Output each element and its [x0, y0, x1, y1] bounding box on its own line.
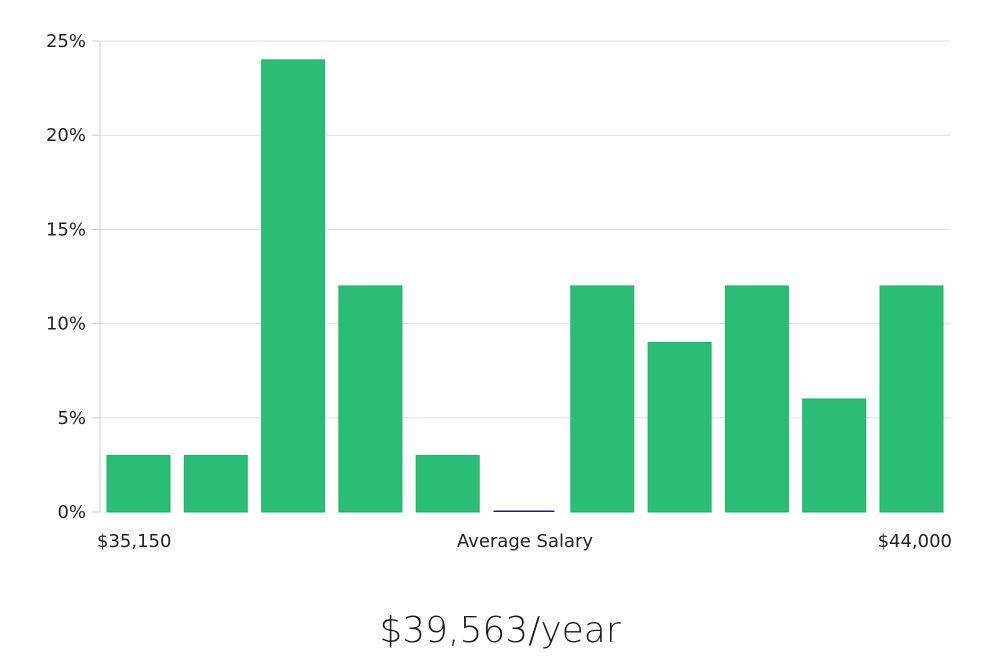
y-tick-label: 0% [57, 502, 86, 523]
y-tick-label: 5% [57, 408, 86, 429]
x-min-label: $35,150 [97, 531, 171, 552]
bar-highlight [493, 510, 555, 512]
x-axis-title: Average Salary [457, 531, 594, 552]
salary-histogram: 0% 5% 10% 15% 20% 25% $35,150 Average Salary … [46, 31, 952, 552]
y-axis: 0% 5% 10% 15% 20% 25% [46, 31, 101, 523]
y-tick-label: 10% [46, 314, 86, 335]
bar [802, 398, 867, 513]
y-tick-label: 15% [46, 219, 86, 240]
y-tick-label: 25% [46, 31, 86, 52]
bars [106, 59, 944, 513]
bar [570, 285, 635, 513]
bar [106, 454, 171, 513]
bar [183, 454, 248, 513]
grid-lines [100, 40, 950, 419]
y-tick-label: 20% [46, 125, 86, 146]
x-axis: $35,150 Average Salary $44,000 [97, 531, 952, 552]
average-salary-summary: $39,563/year [379, 610, 621, 651]
x-max-label: $44,000 [878, 531, 952, 552]
bar [647, 341, 712, 513]
bar [261, 59, 326, 513]
bar [724, 285, 789, 513]
bar [879, 285, 944, 513]
bar [338, 285, 403, 513]
bar [415, 454, 480, 513]
